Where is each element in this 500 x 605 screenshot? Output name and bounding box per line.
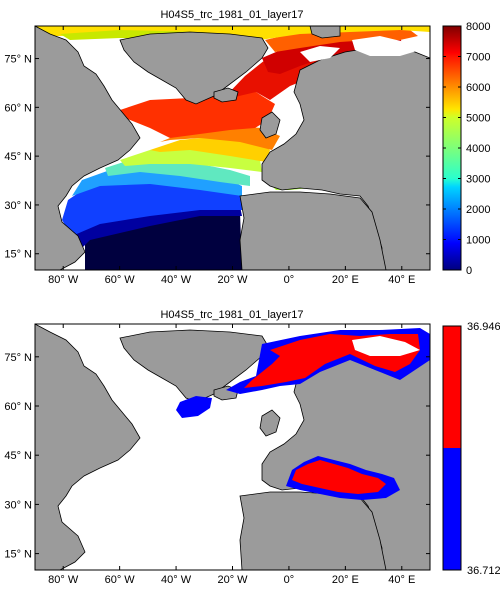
y-tick-label: 75° N [4,352,32,364]
colorbar-tick-label: 5000 [466,113,490,125]
y-tick-label: 60° N [4,102,32,114]
x-tick-label: 0° [284,574,295,586]
chart-title-2: H04S5_trc_1981_01_layer17 [160,309,303,321]
x-tick-label: 40° E [388,574,415,586]
map-panel-2: H04S5_trc_1981_01_layer17 [4,309,500,586]
y-tick-label: 30° N [4,200,32,212]
x-tick-label: 60° W [105,574,136,586]
x-tick-label: 60° W [105,274,136,286]
y-tick-label: 45° N [4,450,32,462]
x-tick-label: 20° E [332,274,359,286]
colorbar-2-max-label: 36.946 [467,321,500,333]
iceland-1 [213,87,239,103]
colorbar-tick-label: 4000 [466,143,490,155]
north-america-1 [35,26,141,270]
x-tick-label: 20° W [217,574,248,586]
map-area-1 [35,26,430,270]
y-tick-label: 15° N [4,249,32,261]
x-tick-label: 20° E [332,574,359,586]
north-america-2 [35,324,141,570]
land-1 [35,26,430,270]
map-panel-1: H04S5_trc_1981_01_layer17 [4,9,490,286]
y-tick-label: 15° N [4,549,32,561]
svalbard-1 [309,26,341,39]
colorbar-2 [442,325,462,571]
colorbar-tick-label: 8000 [466,21,490,33]
colorbar-tick-label: 3000 [466,174,490,186]
y-tick-label: 45° N [4,151,32,163]
y-tick-label: 75° N [4,54,32,66]
colorbar-2-lower [443,448,461,570]
colorbar-2-min-label: 36.712 [467,565,500,577]
land-2 [35,324,430,570]
y-tick-label: 60° N [4,401,32,413]
colorbar-tick-label: 0 [466,265,472,277]
colorbar-tick-label: 6000 [466,82,490,94]
x-tick-label: 40° E [388,274,415,286]
axis-ticks-2: 80° W 60° W 40° W 20° W 0° 20° E 40° E 15° N 30°… [4,324,430,586]
map-area-2 [35,324,430,570]
y-tick-label: 30° N [4,499,32,511]
x-tick-label: 0° [284,274,295,286]
axis-ticks-1: 80° W 60° W 40° W 20° W 0° 20° E 40° E 15° N 30°… [4,26,430,286]
chart-title-1: H04S5_trc_1981_01_layer17 [160,9,303,21]
africa-2 [239,491,387,570]
x-tick-label: 40° W [161,274,192,286]
x-tick-label: 40° W [161,574,192,586]
colorbar-tick-label: 2000 [466,204,490,216]
x-tick-label: 80° W [48,274,79,286]
africa-1 [239,191,387,270]
x-tick-label: 20° W [217,274,248,286]
white-arctic-1 [300,36,420,62]
british-isles-1 [259,111,281,139]
colorbar-tick-label: 7000 [466,52,490,64]
colorbar-ticks-1: 0 1000 2000 3000 4000 5000 6000 7000 8000 [443,21,490,277]
colorbar-tick-label: 1000 [466,235,490,247]
british-isles-2 [259,409,281,437]
colorbar-2-upper [443,326,461,448]
x-tick-label: 80° W [48,574,79,586]
white-arctic-2 [352,336,420,356]
